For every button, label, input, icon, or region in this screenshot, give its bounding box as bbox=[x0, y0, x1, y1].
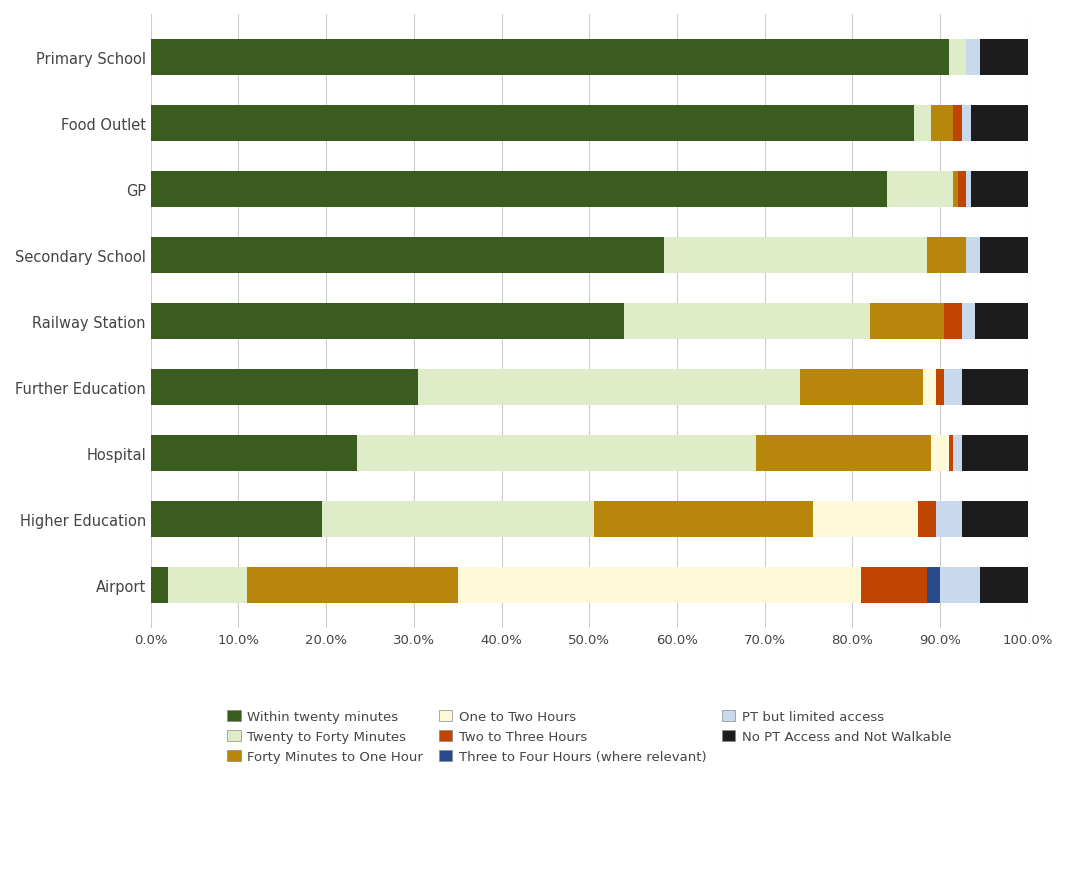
Bar bbox=[979, 567, 1027, 603]
Bar bbox=[664, 237, 927, 274]
Bar bbox=[756, 435, 931, 471]
Bar bbox=[169, 567, 247, 603]
Bar bbox=[861, 567, 927, 603]
Bar bbox=[954, 105, 962, 142]
Bar bbox=[962, 501, 1027, 537]
Bar bbox=[962, 435, 1027, 471]
Bar bbox=[962, 370, 1027, 406]
Bar bbox=[357, 435, 756, 471]
Bar bbox=[927, 567, 940, 603]
Bar bbox=[151, 501, 321, 537]
Bar bbox=[813, 501, 918, 537]
Bar bbox=[151, 171, 888, 208]
Bar bbox=[971, 171, 1027, 208]
Bar bbox=[870, 304, 944, 340]
Bar bbox=[967, 40, 979, 76]
Bar bbox=[625, 304, 870, 340]
Bar bbox=[151, 40, 948, 76]
Bar bbox=[321, 501, 594, 537]
Bar bbox=[419, 370, 800, 406]
Bar bbox=[971, 105, 1027, 142]
Bar bbox=[958, 171, 967, 208]
Bar bbox=[954, 171, 958, 208]
Bar bbox=[151, 237, 664, 274]
Bar bbox=[948, 435, 954, 471]
Bar bbox=[914, 105, 931, 142]
Bar bbox=[944, 304, 962, 340]
Bar bbox=[948, 40, 967, 76]
Bar bbox=[247, 567, 458, 603]
Bar bbox=[888, 171, 954, 208]
Bar bbox=[923, 370, 936, 406]
Bar bbox=[936, 370, 944, 406]
Bar bbox=[931, 435, 948, 471]
Bar bbox=[962, 105, 971, 142]
Bar bbox=[979, 237, 1027, 274]
Bar bbox=[979, 40, 1027, 76]
Bar bbox=[936, 501, 962, 537]
Bar bbox=[151, 435, 357, 471]
Bar bbox=[151, 105, 914, 142]
Bar bbox=[962, 304, 975, 340]
Bar bbox=[800, 370, 923, 406]
Bar bbox=[151, 304, 625, 340]
Legend: Within twenty minutes, Twenty to Forty Minutes, Forty Minutes to One Hour, One t: Within twenty minutes, Twenty to Forty M… bbox=[222, 705, 957, 768]
Bar bbox=[967, 237, 979, 274]
Bar bbox=[594, 501, 813, 537]
Bar bbox=[151, 370, 419, 406]
Bar bbox=[975, 304, 1027, 340]
Bar bbox=[458, 567, 861, 603]
Bar bbox=[931, 105, 954, 142]
Bar bbox=[940, 567, 979, 603]
Bar bbox=[967, 171, 971, 208]
Bar bbox=[944, 370, 962, 406]
Bar bbox=[151, 567, 169, 603]
Bar bbox=[954, 435, 962, 471]
Bar bbox=[927, 237, 967, 274]
Bar bbox=[918, 501, 936, 537]
